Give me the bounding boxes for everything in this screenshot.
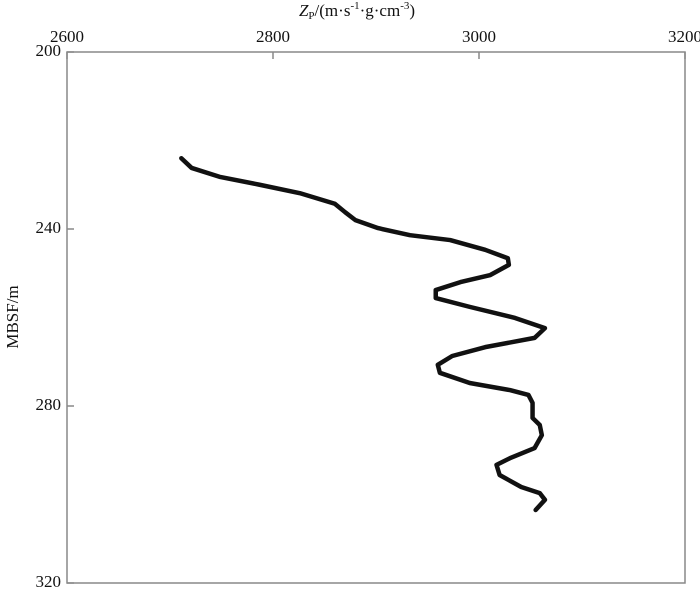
- data-line: [179, 155, 548, 513]
- y-tick-label: 320: [36, 572, 62, 591]
- x-axis-label-part: P: [308, 10, 314, 22]
- x-axis-label-part: Z: [299, 1, 309, 20]
- x-axis-label-part: ): [409, 1, 415, 20]
- x-tick-label: 2800: [256, 27, 290, 46]
- x-tick-label: 3200: [668, 27, 700, 46]
- x-axis-label: ZP/(m·s-1·g·cm-3): [299, 0, 415, 22]
- x-tick-label: 2600: [50, 27, 84, 46]
- x-tick-label: 3000: [462, 27, 496, 46]
- plot-frame: [66, 51, 686, 584]
- y-axis-label: MBSF/m: [3, 285, 22, 348]
- x-axis-label-part: -3: [400, 0, 410, 12]
- x-axis-label-part: -1: [350, 0, 359, 12]
- y-tick-label: 200: [36, 41, 62, 60]
- y-tick-label: 240: [36, 218, 62, 237]
- x-axis-label-part: ·g·cm: [360, 1, 401, 20]
- y-tick-label: 280: [36, 395, 62, 414]
- x-axis-label-part: /(m·s: [315, 1, 351, 20]
